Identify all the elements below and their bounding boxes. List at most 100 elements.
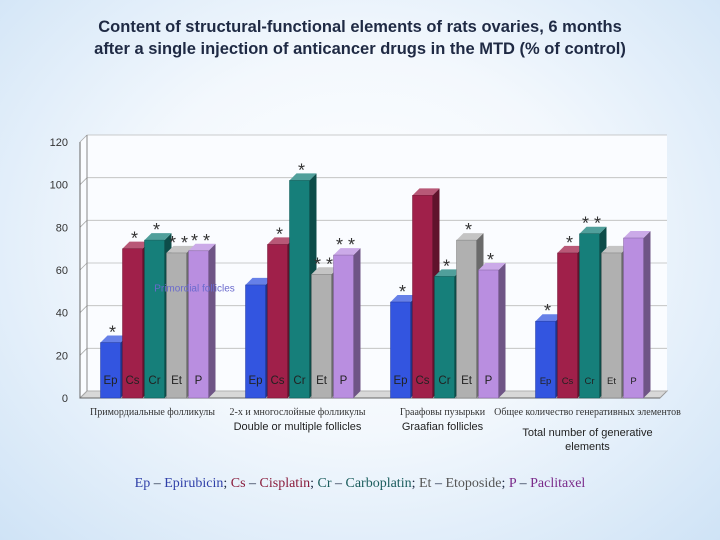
chart-title-line-2: after a single injection of anticancer d… bbox=[94, 40, 626, 58]
bar-series-label: Et bbox=[171, 375, 183, 387]
legend-dash-ep: – bbox=[150, 476, 165, 491]
significance-marker: * bbox=[399, 282, 406, 302]
bar bbox=[579, 233, 600, 399]
legend-sep-1: ; bbox=[223, 476, 231, 491]
category-label-en: Double or multiple follicles bbox=[234, 421, 362, 433]
bar bbox=[122, 248, 143, 399]
significance-marker: * bbox=[298, 160, 305, 180]
bar-top bbox=[579, 226, 607, 234]
bar bbox=[144, 239, 165, 399]
bar bbox=[535, 320, 556, 399]
bar-top bbox=[623, 231, 651, 238]
bar bbox=[100, 342, 121, 399]
significance-marker: * * bbox=[582, 214, 601, 234]
legend-name-cr: Carboplatin bbox=[345, 476, 412, 491]
bar bbox=[434, 276, 455, 399]
drug-legend: Ep – Epirubicin; Cs – Cisplatin; Cr – Ca… bbox=[0, 476, 720, 492]
bar bbox=[311, 274, 332, 399]
significance-marker: * * bbox=[169, 233, 188, 253]
bar bbox=[245, 284, 266, 399]
bar-top bbox=[267, 237, 295, 245]
category-label-ru: Граафовы пузырьки bbox=[400, 407, 486, 418]
bar-series-label: Et bbox=[607, 376, 616, 387]
bar-series-label: Cs bbox=[270, 375, 284, 387]
bar-top bbox=[456, 233, 484, 241]
bar bbox=[390, 301, 411, 399]
legend-sep-4: ; bbox=[501, 476, 509, 491]
bar-series-label: Cr bbox=[584, 376, 594, 387]
bar-series-label: Ep bbox=[248, 375, 262, 387]
legend-code-ep: Ep bbox=[134, 476, 151, 491]
legend-dash-cr: – bbox=[331, 476, 346, 491]
category-label-ru: 2-х и многослойные фолликулы bbox=[230, 407, 366, 418]
bar-series-label: P bbox=[195, 375, 203, 387]
legend-name-p: Paclitaxel bbox=[530, 476, 586, 491]
bar-series-label: Cr bbox=[293, 375, 305, 387]
bar-top bbox=[412, 188, 440, 196]
y-tick-label: 80 bbox=[56, 222, 68, 234]
y-tick-label: 100 bbox=[50, 180, 68, 192]
category-label-en: elements bbox=[565, 441, 610, 453]
bar-series-label: Cs bbox=[125, 375, 139, 387]
bar bbox=[333, 254, 354, 399]
significance-marker: * bbox=[109, 323, 116, 343]
bar-series-label: P bbox=[485, 375, 493, 387]
significance-marker: * bbox=[544, 301, 551, 321]
significance-marker: * bbox=[131, 229, 138, 249]
legend-code-et: Et bbox=[418, 476, 432, 491]
gridline-depth bbox=[79, 390, 88, 399]
bar-series-label: Et bbox=[316, 375, 328, 387]
bar bbox=[188, 250, 209, 399]
bar-top bbox=[390, 295, 418, 302]
significance-marker: * bbox=[487, 250, 494, 270]
legend-code-p: P bbox=[508, 476, 517, 491]
bar-top bbox=[100, 335, 128, 343]
bar-series-label: Cs bbox=[415, 375, 429, 387]
bar-series-label: Cr bbox=[438, 375, 450, 387]
legend-dash-cs: – bbox=[245, 476, 260, 491]
category-label-en: Total number of generative bbox=[522, 427, 652, 439]
bar-side bbox=[643, 231, 651, 398]
bar bbox=[289, 180, 310, 399]
significance-marker: * * bbox=[191, 231, 210, 251]
bar-top bbox=[478, 263, 506, 270]
bar-top bbox=[434, 269, 462, 277]
bar-side bbox=[353, 248, 361, 398]
significance-marker: * bbox=[443, 256, 450, 276]
category-label-ru: Общее количество генеративных элементов bbox=[494, 407, 681, 418]
significance-marker: * bbox=[465, 220, 472, 240]
category-label-ru: Примордиальные фолликулы bbox=[90, 407, 215, 418]
bar bbox=[456, 239, 477, 399]
plot-background bbox=[80, 135, 667, 398]
bar-series-label: Ep bbox=[393, 375, 407, 387]
significance-marker: * bbox=[153, 220, 160, 240]
bar-top bbox=[122, 241, 150, 249]
bar-series-label: Cs bbox=[562, 376, 574, 387]
legend-name-ep: Epirubicin bbox=[164, 476, 224, 491]
legend-code-cs: Cs bbox=[230, 476, 246, 491]
gridline-depth bbox=[79, 348, 88, 356]
bar-series-label: Ep bbox=[103, 375, 117, 387]
bar-top bbox=[535, 314, 563, 322]
gridline-depth bbox=[79, 262, 88, 271]
gridline-depth bbox=[79, 134, 88, 143]
bar-top bbox=[245, 277, 273, 285]
y-tick-label: 0 bbox=[62, 393, 68, 405]
bar bbox=[601, 252, 622, 399]
bar-top bbox=[311, 267, 339, 275]
bar bbox=[412, 195, 433, 399]
bar-top bbox=[188, 243, 216, 251]
significance-marker: * * bbox=[336, 235, 355, 255]
bar-top bbox=[557, 245, 585, 253]
bar-top bbox=[333, 248, 361, 256]
y-tick-label: 20 bbox=[56, 350, 68, 362]
bar-chart: 0 20 40 60 80 100 120 Ep * Cs * Cr * Et * * P * * Primord… bbox=[50, 134, 681, 453]
bar-side bbox=[498, 263, 506, 398]
gridline-depth bbox=[79, 220, 88, 228]
y-tick-label: 60 bbox=[56, 265, 68, 277]
legend-sep-2: ; bbox=[310, 476, 318, 491]
legend-code-cr: Cr bbox=[317, 476, 332, 491]
chart-title-line-1: Content of structural-functional element… bbox=[98, 18, 622, 36]
significance-marker: * bbox=[566, 233, 573, 253]
bar-top bbox=[601, 245, 629, 253]
